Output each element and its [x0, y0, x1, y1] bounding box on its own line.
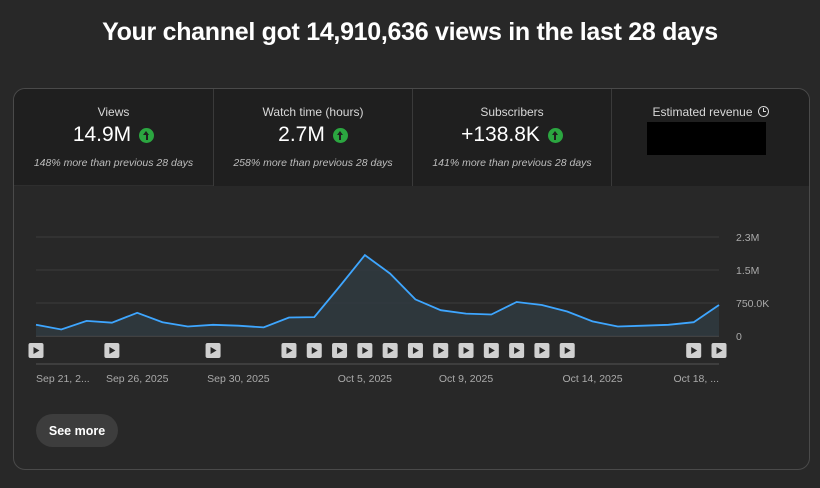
page-title: Your channel got 14,910,636 views in the…	[102, 18, 718, 46]
views-point	[35, 324, 37, 326]
views-point	[414, 298, 416, 300]
play-icon	[716, 347, 723, 354]
play-icon	[286, 347, 293, 354]
play-icon	[691, 347, 698, 354]
views-point	[339, 286, 341, 288]
arrow-up-icon	[332, 127, 348, 143]
views-point	[86, 320, 88, 322]
x-tick-label: Sep 26, 2025	[106, 373, 169, 385]
tab-subscribers-change: 141% more than previous 28 days	[432, 157, 592, 169]
views-area	[36, 255, 719, 336]
y-tick-label: 1.5M	[736, 265, 759, 277]
redacted-value	[647, 122, 766, 155]
tab-revenue-label: Estimated revenue	[652, 105, 753, 119]
play-icon	[387, 347, 394, 354]
x-tick-label: Oct 9, 2025	[439, 373, 493, 385]
views-point	[288, 316, 290, 318]
arrow-up-icon	[139, 127, 155, 143]
tab-views[interactable]: Views 14.9M 148% more than previous 28 d…	[14, 89, 213, 186]
y-tick-label: 0	[736, 331, 742, 343]
views-point	[516, 301, 518, 303]
views-point	[237, 325, 239, 327]
play-icon	[210, 347, 217, 354]
tab-subscribers-label: Subscribers	[480, 105, 544, 119]
analytics-card: Views 14.9M 148% more than previous 28 d…	[13, 88, 810, 470]
views-point	[187, 326, 189, 328]
tab-watch-time-change: 258% more than previous 28 days	[233, 157, 393, 169]
views-point	[566, 310, 568, 312]
play-icon	[488, 347, 495, 354]
play-icon	[564, 347, 571, 354]
views-point	[364, 254, 366, 256]
x-tick-label: Oct 18, ...	[673, 373, 719, 385]
views-point	[465, 313, 467, 315]
views-point	[718, 304, 720, 306]
play-icon	[514, 347, 521, 354]
views-point	[693, 321, 695, 323]
views-point	[60, 329, 62, 331]
views-point	[592, 320, 594, 322]
tab-watch-time[interactable]: Watch time (hours) 2.7M 258% more than p…	[213, 89, 412, 186]
tab-views-change: 148% more than previous 28 days	[33, 157, 194, 169]
views-point	[389, 273, 391, 275]
views-point	[490, 313, 492, 315]
tab-estimated-revenue[interactable]: Estimated revenue	[611, 89, 809, 186]
x-tick-label: Sep 30, 2025	[207, 373, 270, 385]
arrow-up-icon	[547, 127, 563, 143]
metric-tabs: Views 14.9M 148% more than previous 28 d…	[14, 89, 809, 186]
views-point	[667, 324, 669, 326]
play-icon	[33, 347, 40, 354]
views-point	[642, 325, 644, 327]
views-point	[440, 309, 442, 311]
views-point	[313, 316, 315, 318]
y-tick-label: 750.0K	[736, 298, 769, 310]
play-icon	[463, 347, 470, 354]
play-icon	[109, 347, 116, 354]
x-tick-label: Oct 5, 2025	[338, 373, 392, 385]
play-icon	[438, 347, 445, 354]
views-line	[35, 253, 720, 331]
play-icon	[539, 347, 546, 354]
views-point	[617, 326, 619, 328]
views-point	[212, 324, 214, 326]
play-icon	[311, 347, 318, 354]
views-point	[541, 304, 543, 306]
play-icon	[412, 347, 419, 354]
tab-watch-time-value: 2.7M	[278, 123, 325, 146]
tab-subscribers[interactable]: Subscribers +138.8K 141% more than previ…	[412, 89, 611, 186]
views-point	[136, 312, 138, 314]
tab-watch-time-label: Watch time (hours)	[262, 105, 364, 119]
tab-subscribers-value: +138.8K	[461, 123, 540, 146]
views-chart: 2.3M 1.5M 750.0K 0 Sep 21, 2... Sep 26, 2025 S…	[14, 186, 809, 469]
views-chart-svg: 2.3M 1.5M 750.0K 0 Sep 21, 2... Sep 26, 2025 S…	[28, 232, 769, 385]
x-tick-label: Sep 21, 2...	[36, 373, 90, 385]
y-tick-label: 2.3M	[736, 232, 759, 244]
views-point	[263, 326, 265, 328]
x-tick-label: Oct 14, 2025	[562, 373, 622, 385]
see-more-button[interactable]: See more	[36, 414, 118, 447]
play-icon	[337, 347, 344, 354]
play-icon	[362, 347, 369, 354]
clock-icon	[757, 106, 769, 118]
tab-views-label: Views	[97, 105, 130, 119]
views-point	[111, 322, 113, 324]
views-point	[161, 321, 163, 323]
tab-views-value: 14.9M	[72, 123, 132, 146]
